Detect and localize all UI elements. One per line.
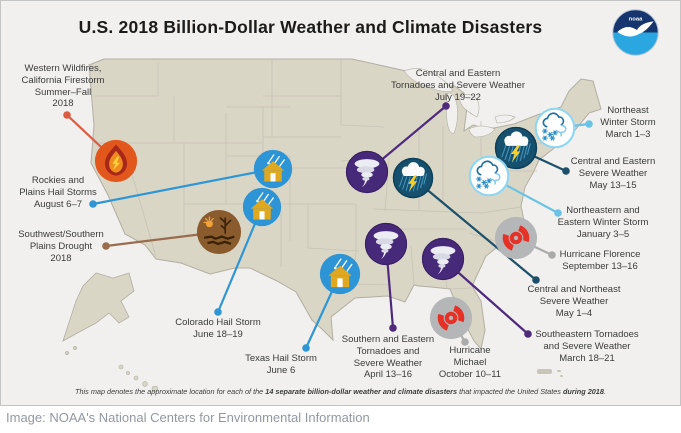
label-line: Southern and Eastern (341, 334, 435, 345)
noaa-logo: noaa (612, 9, 659, 56)
label-line: Severe Weather (539, 295, 609, 307)
noaa-logo-text: noaa (629, 16, 643, 22)
label-northeast-winter-storm: Northeast Winter Storm March 1–3 (600, 105, 655, 140)
label-line: Tornadoes and Severe Weather (391, 79, 525, 91)
label-line: Summer–Fall (34, 86, 92, 98)
label-line: Central and Eastern (415, 68, 501, 79)
label-hurricane-michael: Hurricane Michael October 10–11 (439, 345, 501, 380)
label-line: Colorado Hail Storm (175, 317, 261, 328)
label-central-northeast-severe: Central and Northeast Severe Weather May 1… (528, 284, 621, 319)
label-line: August 6–7 (33, 198, 83, 210)
label-line: Severe Weather (353, 357, 423, 369)
label-central-eastern-severe: Central and Eastern Severe Weather May 13–… (571, 156, 656, 191)
label-line: Tornadoes and (356, 345, 420, 357)
label-line: 2018 (52, 98, 74, 110)
caption-bold1: 14 separate billion-dollar weather and c… (265, 387, 458, 396)
label-central-eastern-tornadoes: Central and Eastern Tornadoes and Severe … (391, 68, 525, 103)
label-texas-hail: Texas Hail Storm June 6 (245, 353, 317, 377)
caption-part1: This map denotes the approximate locatio… (75, 387, 266, 396)
page-title: U.S. 2018 Billion-Dollar Weather and Cli… (78, 17, 543, 37)
label-rockies-hail: Rockies and Plains Hail Storms August 6–7 (19, 175, 97, 210)
label-line: Northeast (607, 105, 649, 116)
label-line: California Firestorm (21, 74, 105, 86)
label-line: Winter Storm (600, 116, 656, 128)
label-western-wildfires: Western Wildfires, California Firestorm Su… (22, 63, 105, 110)
label-line: May 13–15 (589, 179, 637, 191)
label-line: Plains Hail Storms (19, 186, 97, 198)
label-line: Michael (453, 356, 487, 368)
label-line: January 3–5 (576, 228, 630, 240)
label-line: May 1–4 (555, 307, 593, 319)
label-line: Central and Eastern (570, 156, 656, 167)
label-hurricane-florence: Hurricane Florence September 13–16 (560, 249, 641, 273)
label-line: Southwest/Southern (18, 229, 104, 240)
label-northeastern-winter-storm: Northeastern and Eastern Winter Storm Janu… (558, 205, 649, 240)
label-line: July 19–22 (435, 91, 481, 103)
caption-part2: that impacted the United States (457, 387, 563, 396)
map-caption: This map denotes the approximate locatio… (1, 387, 680, 396)
label-line: Southeastern Tornadoes (535, 329, 639, 340)
label-southwest-drought: Southwest/Southern Plains Drought 2018 (18, 229, 104, 264)
label-line: 2018 (50, 252, 72, 264)
label-line: Severe Weather (578, 167, 648, 179)
label-layer: Western Wildfires, California Firestorm Su… (1, 1, 681, 406)
label-line: June 6 (266, 364, 296, 376)
label-line: October 10–11 (438, 368, 502, 380)
label-line: March 18–21 (559, 352, 615, 364)
label-line: Central and Northeast (527, 284, 621, 295)
label-line: Hurricane Florence (559, 249, 641, 260)
label-colorado-hail: Colorado Hail Storm June 18–19 (175, 317, 261, 341)
label-line: Western Wildfires, (24, 63, 102, 74)
label-line: March 1–3 (605, 128, 651, 140)
label-southern-eastern-tornadoes: Southern and Eastern Tornadoes and Severe … (342, 334, 434, 381)
label-line: and Severe Weather (543, 340, 631, 352)
label-line: Rockies and (31, 175, 85, 186)
label-line: April 13–16 (363, 369, 413, 381)
label-line: Plains Drought (29, 240, 93, 252)
label-line: June 18–19 (193, 328, 243, 340)
image-credit: Image: NOAA's National Centers for Envir… (6, 410, 370, 425)
label-line: Hurricane (449, 345, 491, 356)
label-line: September 13–16 (562, 260, 638, 272)
infographic-figure: Western Wildfires, California Firestorm Su… (0, 0, 681, 406)
label-southeastern-tornadoes: Southeastern Tornadoes and Severe Weather… (535, 329, 638, 364)
label-line: Texas Hail Storm (245, 353, 317, 364)
label-line: Northeastern and (566, 205, 640, 216)
caption-bold2: during 2018 (562, 387, 604, 396)
caption-part3: . (603, 387, 606, 396)
label-line: Eastern Winter Storm (557, 216, 649, 228)
